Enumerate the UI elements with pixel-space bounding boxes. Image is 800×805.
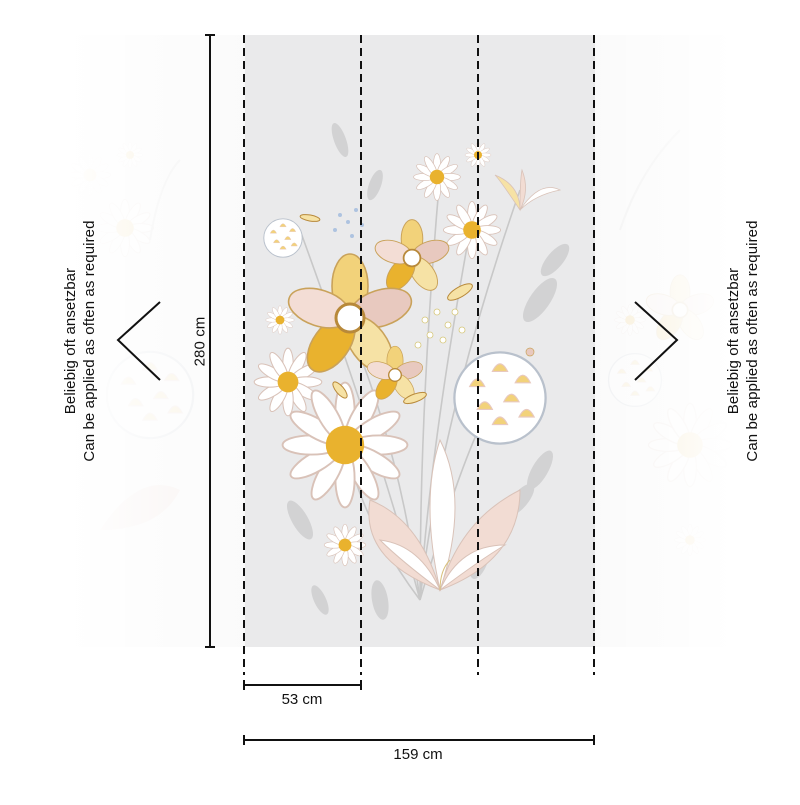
left-note-line2: Can be applied as often as required	[81, 220, 98, 462]
total-width-dimension	[243, 735, 595, 745]
height-dimension	[205, 34, 215, 648]
panel-width-label: 53 cm	[281, 691, 323, 708]
floral-arrangement	[253, 122, 570, 620]
left-note-line1: Beliebig oft ansetzbar	[62, 267, 79, 415]
total-width-label: 159 cm	[393, 746, 443, 763]
left-repeat-note: Beliebig oft ansetzbar Can be applied as…	[61, 181, 99, 501]
lily	[368, 438, 521, 592]
panel-width-dimension	[243, 680, 362, 690]
right-note-line1: Beliebig oft ansetzbar	[725, 267, 742, 415]
right-fade	[595, 35, 735, 647]
left-fade	[65, 35, 245, 647]
right-repeat-note: Beliebig oft ansetzbar Can be applied as…	[724, 181, 762, 501]
height-label: 280 cm	[191, 316, 209, 367]
chevron-left-icon	[116, 301, 161, 381]
panel-seams	[243, 35, 595, 675]
right-note-line2: Can be applied as often as required	[744, 220, 761, 462]
chevron-right-icon	[634, 301, 679, 381]
